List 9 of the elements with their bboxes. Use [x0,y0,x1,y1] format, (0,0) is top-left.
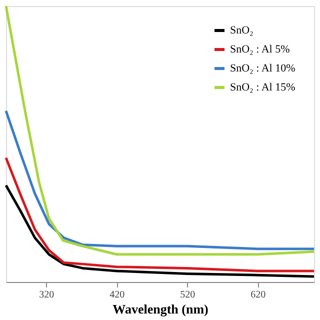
x-tick-label: 320 [39,290,54,300]
x-tick-label: 420 [110,290,125,300]
legend-label: SnO₂ : Al 10% [230,62,296,74]
x-axis-title: Wavelength (nm) [112,302,208,316]
x-tick-label: 520 [180,290,196,300]
legend-label: SnO₂ : Al 5% [230,44,290,56]
legend-label: SnO₂ : Al 15% [230,82,296,94]
legend-label: SnO₂ [230,24,254,36]
x-tick-label: 620 [250,290,266,300]
